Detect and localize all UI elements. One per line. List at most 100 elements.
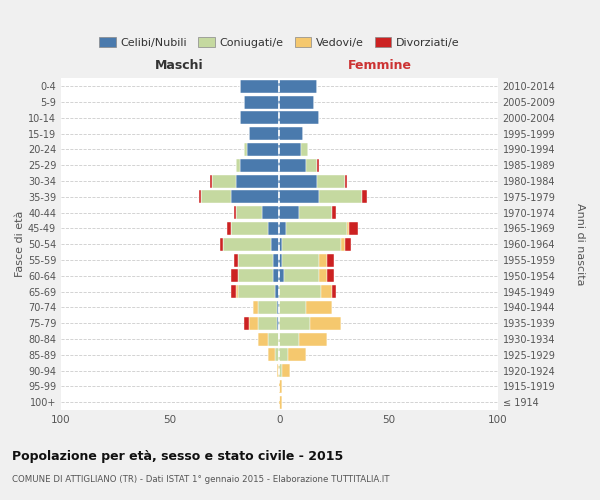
Bar bbox=[328, 254, 334, 266]
Bar bbox=[280, 270, 284, 282]
Bar bbox=[227, 222, 232, 235]
Bar bbox=[341, 238, 345, 250]
Bar bbox=[280, 112, 319, 124]
Bar bbox=[273, 254, 280, 266]
Bar bbox=[268, 348, 275, 362]
Bar bbox=[310, 317, 341, 330]
Text: Maschi: Maschi bbox=[155, 58, 203, 71]
Bar bbox=[286, 222, 347, 235]
Text: Popolazione per età, sesso e stato civile - 2015: Popolazione per età, sesso e stato civil… bbox=[12, 450, 343, 463]
Bar bbox=[257, 301, 277, 314]
Bar bbox=[281, 238, 341, 250]
Bar bbox=[288, 348, 305, 362]
Bar bbox=[332, 206, 336, 219]
Bar bbox=[280, 127, 304, 140]
Bar bbox=[280, 159, 305, 172]
Bar bbox=[280, 285, 321, 298]
Bar bbox=[236, 174, 280, 188]
Bar bbox=[301, 143, 308, 156]
Bar bbox=[305, 301, 332, 314]
Bar bbox=[223, 238, 271, 250]
Bar bbox=[362, 190, 367, 203]
Bar bbox=[347, 222, 349, 235]
Text: COMUNE DI ATTIGLIANO (TR) - Dati ISTAT 1° gennaio 2015 - Elaborazione TUTTITALIA: COMUNE DI ATTIGLIANO (TR) - Dati ISTAT 1… bbox=[12, 475, 389, 484]
Bar bbox=[253, 301, 257, 314]
Bar bbox=[280, 301, 305, 314]
Bar bbox=[201, 190, 232, 203]
Bar bbox=[238, 270, 273, 282]
Y-axis label: Fasce di età: Fasce di età bbox=[15, 211, 25, 278]
Bar bbox=[280, 222, 286, 235]
Bar bbox=[328, 270, 334, 282]
Bar bbox=[275, 348, 280, 362]
Bar bbox=[305, 159, 317, 172]
Bar bbox=[280, 238, 281, 250]
Bar bbox=[232, 190, 280, 203]
Bar bbox=[280, 332, 299, 345]
Bar bbox=[233, 206, 236, 219]
Bar bbox=[268, 222, 280, 235]
Bar bbox=[262, 206, 280, 219]
Bar bbox=[236, 159, 240, 172]
Bar bbox=[280, 143, 301, 156]
Bar bbox=[280, 254, 281, 266]
Bar bbox=[281, 254, 319, 266]
Bar bbox=[319, 190, 362, 203]
Bar bbox=[240, 80, 280, 92]
Bar bbox=[232, 285, 236, 298]
Bar bbox=[277, 301, 280, 314]
Bar bbox=[345, 238, 352, 250]
Bar bbox=[280, 96, 314, 108]
Bar bbox=[321, 285, 332, 298]
Bar bbox=[319, 254, 328, 266]
Bar bbox=[247, 143, 280, 156]
Bar bbox=[280, 380, 281, 393]
Bar bbox=[244, 143, 247, 156]
Bar bbox=[280, 396, 281, 408]
Bar bbox=[281, 364, 290, 377]
Bar bbox=[257, 332, 268, 345]
Bar bbox=[277, 317, 280, 330]
Bar bbox=[317, 174, 345, 188]
Legend: Celibi/Nubili, Coniugati/e, Vedovi/e, Divorziati/e: Celibi/Nubili, Coniugati/e, Vedovi/e, Di… bbox=[100, 38, 460, 48]
Bar bbox=[349, 222, 358, 235]
Bar bbox=[240, 159, 280, 172]
Bar bbox=[199, 190, 201, 203]
Bar bbox=[268, 332, 280, 345]
Bar bbox=[249, 317, 257, 330]
Bar bbox=[280, 80, 317, 92]
Bar bbox=[244, 317, 249, 330]
Bar bbox=[277, 364, 280, 377]
Bar bbox=[236, 206, 262, 219]
Bar bbox=[280, 190, 319, 203]
Bar bbox=[271, 238, 280, 250]
Bar bbox=[212, 174, 236, 188]
Bar bbox=[280, 206, 299, 219]
Bar bbox=[209, 174, 212, 188]
Bar bbox=[273, 270, 280, 282]
Bar bbox=[238, 254, 273, 266]
Bar bbox=[236, 285, 238, 298]
Bar bbox=[280, 317, 310, 330]
Bar bbox=[280, 348, 288, 362]
Y-axis label: Anni di nascita: Anni di nascita bbox=[575, 203, 585, 285]
Bar bbox=[249, 127, 280, 140]
Bar bbox=[299, 332, 328, 345]
Bar bbox=[257, 317, 277, 330]
Bar bbox=[317, 159, 319, 172]
Bar bbox=[284, 270, 319, 282]
Text: Femmine: Femmine bbox=[348, 58, 412, 71]
Bar bbox=[345, 174, 347, 188]
Bar bbox=[220, 238, 223, 250]
Bar bbox=[240, 112, 280, 124]
Bar bbox=[238, 285, 275, 298]
Bar bbox=[232, 222, 268, 235]
Bar bbox=[280, 364, 281, 377]
Bar bbox=[232, 270, 238, 282]
Bar bbox=[233, 254, 238, 266]
Bar bbox=[299, 206, 332, 219]
Bar bbox=[332, 285, 336, 298]
Bar bbox=[244, 96, 280, 108]
Bar bbox=[280, 174, 317, 188]
Bar bbox=[275, 285, 280, 298]
